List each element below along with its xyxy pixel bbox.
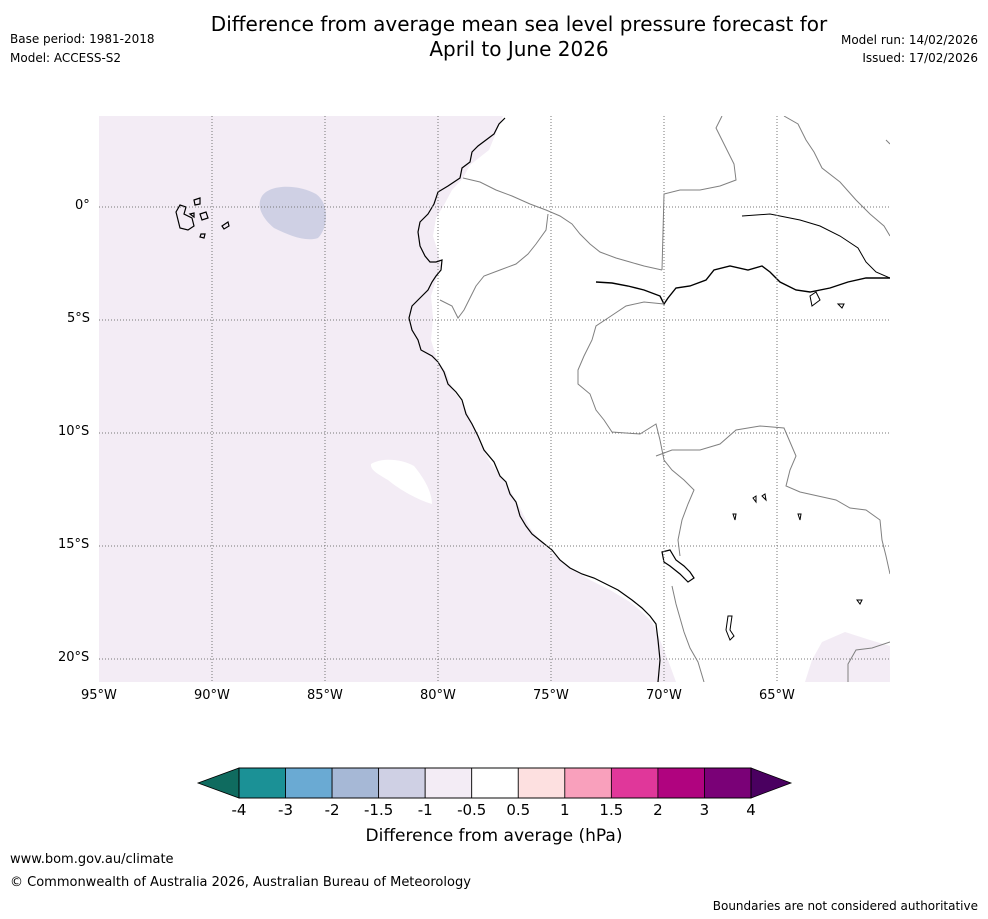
- colorbar-tick-label: -3: [278, 801, 294, 819]
- lat-label-10s: 10°S: [58, 424, 90, 439]
- colorbar-tick-label: 1.5: [599, 801, 624, 819]
- colorbar-tick-label: -1: [417, 801, 433, 819]
- colorbar-tick-label: 2: [653, 801, 663, 819]
- colorbar-tick-label: 0.5: [506, 801, 531, 819]
- lat-label-15s: 15°S: [58, 537, 90, 552]
- title-line-1: Difference from average mean sea level p…: [210, 12, 828, 36]
- amazon-river: [595, 265, 890, 306]
- footer-disclaimer: Boundaries are not considered authoritat…: [712, 899, 978, 913]
- colorbar-tick-label: -4: [231, 801, 247, 819]
- lat-label-5s: 5°S: [67, 311, 91, 326]
- colorbar-tick-label: 3: [699, 801, 710, 819]
- galapagos-islands: [175, 197, 230, 239]
- lon-label-65w: 65°W: [759, 688, 795, 703]
- colorbar-tick-label: -0.5: [457, 801, 487, 819]
- colorbar-tick-label: -1.5: [363, 801, 394, 819]
- lon-label-80w: 80°W: [420, 688, 456, 703]
- lon-label-95w: 95°W: [81, 688, 117, 703]
- footer-copyright: © Commonwealth of Australia 2026, Austra…: [10, 875, 471, 890]
- lat-label-0: 0°: [75, 198, 90, 213]
- south-america-landmass: [431, 116, 890, 682]
- southern-anomaly-region: [805, 632, 890, 682]
- model-text: Model: ACCESS-S2: [10, 51, 122, 65]
- negative-anomaly-region: [259, 186, 326, 240]
- title-line-2: April to June 2026: [429, 37, 609, 61]
- lon-label-70w: 70°W: [646, 688, 682, 703]
- colorbar-tick-label: 4: [746, 801, 756, 819]
- lon-label-90w: 90°W: [194, 688, 230, 703]
- rio-negro: [741, 213, 890, 279]
- lat-label-20s: 20°S: [58, 650, 90, 665]
- colorbar-label: Difference from average (hPa): [365, 826, 623, 846]
- graticule: [99, 116, 890, 682]
- country-borders: [439, 116, 890, 682]
- lon-label-85w: 85°W: [307, 688, 343, 703]
- colorbar-tick-label: -2: [324, 801, 340, 819]
- issued-text: Issued: 17/02/2026: [862, 51, 978, 65]
- small-lakes: [725, 291, 863, 641]
- model-run-text: Model run: 14/02/2026: [840, 33, 978, 47]
- colorbar-tick-label: 1: [560, 801, 570, 819]
- lon-label-75w: 75°W: [533, 688, 569, 703]
- neutral-anomaly-patch: [370, 459, 432, 504]
- base-period-text: Base period: 1981-2018: [10, 32, 155, 46]
- footer-url: www.bom.gov.au/climate: [10, 852, 174, 867]
- lake-titicaca: [661, 549, 695, 583]
- map-title: Difference from average mean sea level p…: [0, 12, 988, 62]
